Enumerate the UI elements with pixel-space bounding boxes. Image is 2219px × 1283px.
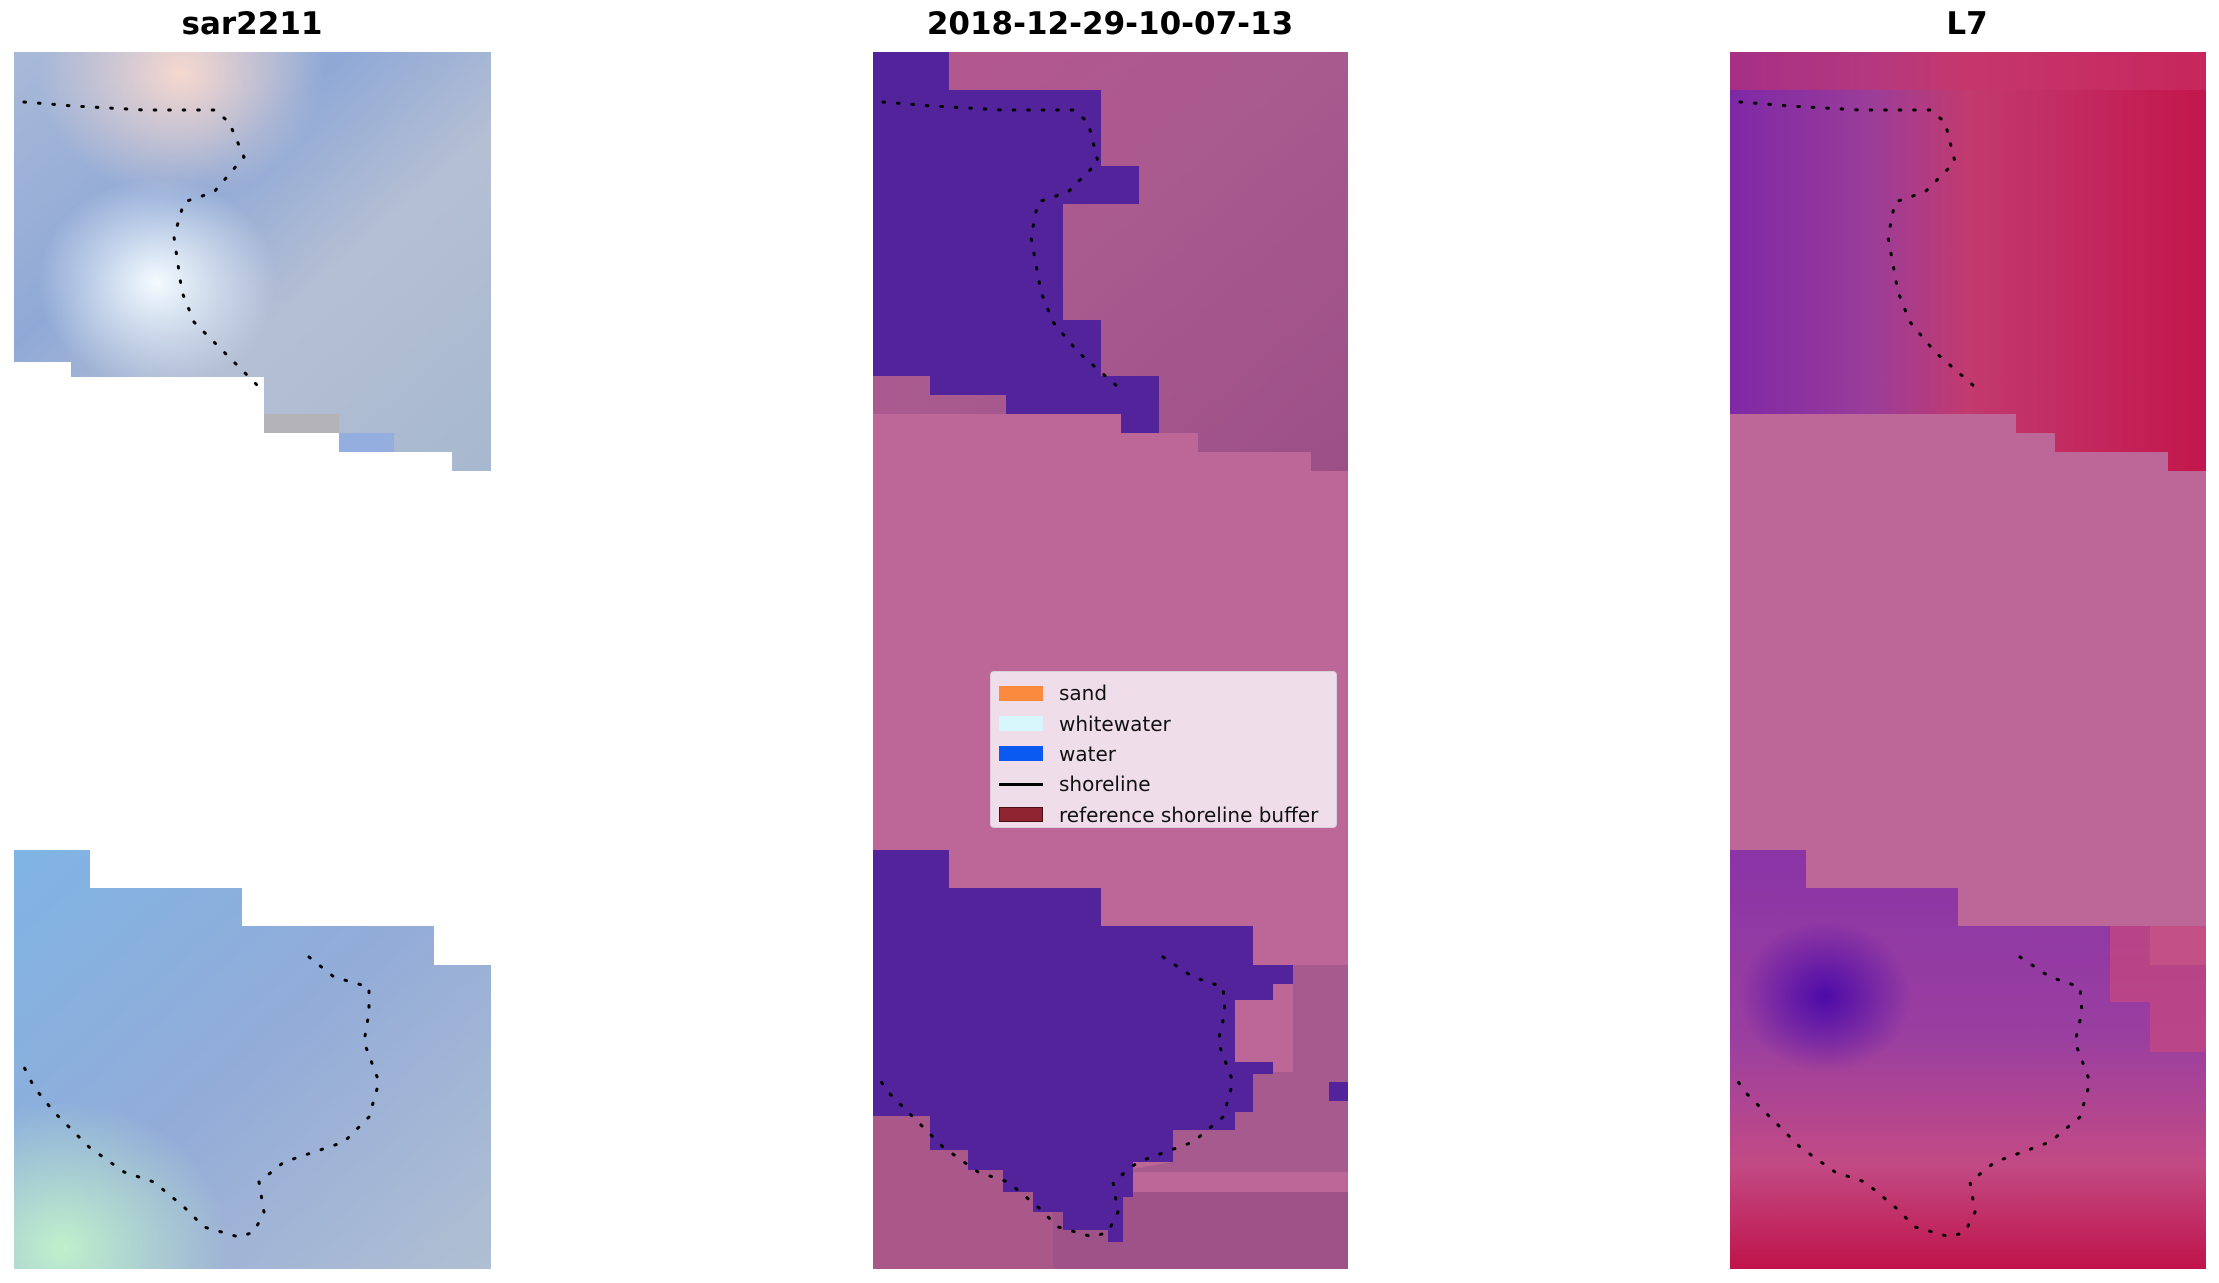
legend-item-shoreline: shoreline <box>999 769 1328 799</box>
legend-swatch-sand <box>999 685 1043 701</box>
legend-swatch-water <box>999 746 1043 762</box>
panel-title-sar: sar2211 <box>181 6 323 42</box>
rgb-image <box>14 52 491 1269</box>
legend-item-water: water <box>999 739 1328 769</box>
legend-line-shoreline <box>999 782 1043 786</box>
legend-swatch-whitewater <box>999 716 1043 732</box>
legend-item-whitewater: whitewater <box>999 708 1328 738</box>
classified-image-panel <box>873 52 1348 1269</box>
legend-swatch-reference-buffer <box>999 807 1043 823</box>
legend-label-sand: sand <box>1059 681 1108 706</box>
legend-item-sand: sand <box>999 678 1328 708</box>
l7-image-panel <box>1730 52 2206 1269</box>
panel-title-date: 2018-12-29-10-07-13 <box>926 6 1294 42</box>
classified-image <box>873 52 1348 1269</box>
legend-label-water: water <box>1059 741 1116 766</box>
legend-label-reference-buffer: reference shoreline buffer <box>1059 802 1319 827</box>
legend: sand whitewater water shoreline referenc… <box>990 671 1337 828</box>
legend-label-whitewater: whitewater <box>1059 711 1171 736</box>
l7-image <box>1730 52 2206 1269</box>
panel-title-l7: L7 <box>1946 6 1988 42</box>
legend-item-reference-buffer: reference shoreline buffer <box>999 800 1328 830</box>
legend-label-shoreline: shoreline <box>1059 772 1151 797</box>
rgb-image-panel <box>14 52 491 1269</box>
